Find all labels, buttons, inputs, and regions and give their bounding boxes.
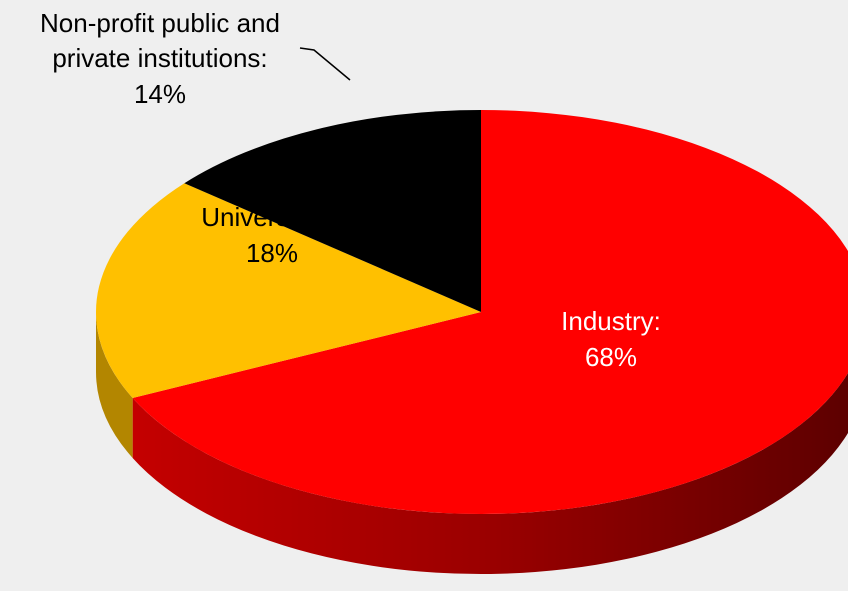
slice-label-universities: Universities:: [201, 202, 343, 232]
pie-side-universities: [96, 312, 133, 459]
slice-value-nonprofit: 14%: [134, 79, 186, 109]
pie-slice-non-profit-public-and-private-institutions: [184, 110, 481, 312]
slice-label-nonprofit-line1: Non-profit public and: [40, 8, 280, 38]
pie-slice-industry: [132, 110, 848, 514]
leader-line-nonprofit: [299, 47, 351, 81]
slice-value-industry: 68%: [585, 342, 637, 372]
pie-side-industry: [132, 372, 848, 574]
slice-label-industry: Industry:: [561, 306, 661, 336]
slice-label-nonprofit-line2: private institutions:: [52, 43, 267, 73]
pie-slice-universities: [96, 183, 481, 399]
slice-value-universities: 18%: [246, 238, 298, 268]
